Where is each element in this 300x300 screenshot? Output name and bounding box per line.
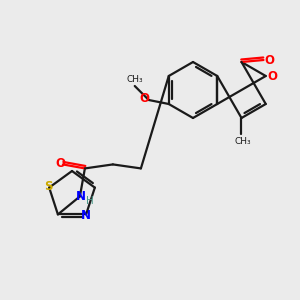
Text: O: O	[265, 53, 275, 67]
Text: H: H	[86, 196, 94, 206]
Text: N: N	[76, 190, 86, 203]
Text: S: S	[44, 180, 52, 193]
Text: CH₃: CH₃	[234, 136, 251, 146]
Text: O: O	[55, 157, 65, 170]
Text: N: N	[81, 209, 91, 222]
Text: O: O	[268, 70, 278, 83]
Text: CH₃: CH₃	[126, 74, 143, 83]
Text: O: O	[140, 92, 150, 104]
